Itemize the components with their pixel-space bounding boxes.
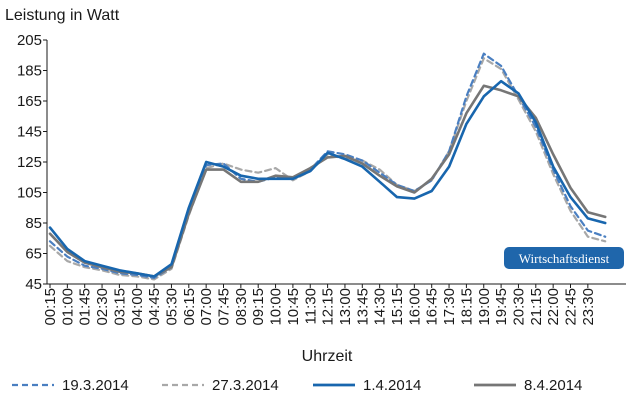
legend-label: 8.4.2014 [524, 377, 582, 394]
x-tick-label: 19:00 [476, 288, 493, 326]
x-tick-label: 01:45 [77, 288, 94, 326]
x-tick-label: 13:00 [337, 288, 354, 326]
source-badge: Wirtschaftsdienst [504, 247, 624, 269]
x-tick-label: 22:45 [563, 288, 580, 326]
x-tick-label: 09:15 [250, 288, 267, 326]
x-tick-label: 01:00 [59, 288, 76, 326]
source-badge-text: Wirtschaftsdienst [519, 251, 610, 266]
x-tick-label: 10:45 [285, 288, 302, 326]
y-axis-title: Leistung in Watt [5, 7, 120, 24]
x-tick-label: 07:45 [216, 288, 233, 326]
x-tick-label: 18:15 [458, 288, 475, 326]
x-tick-label: 12:15 [320, 288, 337, 326]
y-tick-labels: 45 65 85 105 125 145 165 185 205 [17, 32, 47, 293]
x-tick-label: 16:45 [424, 288, 441, 326]
legend: 19.3.2014 27.3.2014 1.4.2014 8.4.2014 [12, 377, 582, 394]
series-line-27.3.2014 [48, 57, 607, 281]
y-tick-label: 125 [17, 154, 42, 171]
x-tick-label: 22:00 [545, 288, 562, 326]
series-lines [48, 52, 607, 281]
source-badge-box [504, 247, 624, 269]
x-tick-label: 14:30 [372, 288, 389, 326]
x-tick-label: 15:15 [389, 288, 406, 326]
series-line-19.3.2014 [48, 52, 607, 279]
y-tick-label: 65 [25, 246, 42, 263]
x-tick-label: 04:00 [129, 288, 146, 326]
x-tick-label: 11:30 [302, 288, 319, 324]
x-tick-label: 17:30 [441, 288, 458, 326]
y-tick-label: 165 [17, 93, 42, 110]
y-tick-label: 145 [17, 124, 42, 141]
x-tick-label: 20:30 [510, 288, 527, 326]
x-tick-label: 04:45 [146, 288, 163, 326]
x-tick-label: 08:30 [233, 288, 250, 326]
legend-label: 19.3.2014 [62, 377, 129, 394]
x-tick-label: 19:45 [493, 288, 510, 326]
y-tick-label: 45 [25, 276, 42, 293]
legend-label: 27.3.2014 [212, 377, 279, 394]
series-line-1.4.2014 [48, 79, 607, 278]
x-tick-label: 21:15 [528, 288, 545, 326]
x-tick-label: 13:45 [354, 288, 371, 326]
legend-label: 1.4.2014 [363, 377, 421, 394]
x-tick-label: 05:30 [163, 288, 180, 326]
x-tick-labels: 00:15 01:00 01:45 02:30 03:15 04:00 04:45 05:30… [42, 284, 597, 326]
x-tick-label: 16:00 [406, 288, 423, 326]
x-axis-title: Uhrzeit [302, 348, 353, 365]
y-tick-label: 85 [25, 215, 42, 232]
y-tick-label: 185 [17, 63, 42, 80]
x-tick-label: 00:15 [42, 288, 59, 326]
x-tick-label: 10:00 [268, 288, 285, 326]
x-tick-label: 23:30 [580, 288, 597, 326]
x-tick-label: 07:00 [198, 288, 215, 326]
x-tick-label: 03:15 [111, 288, 128, 326]
y-tick-label: 105 [17, 185, 42, 202]
y-tick-label: 205 [17, 32, 42, 49]
x-tick-label: 02:30 [94, 288, 111, 326]
x-tick-label: 06:15 [181, 288, 198, 326]
